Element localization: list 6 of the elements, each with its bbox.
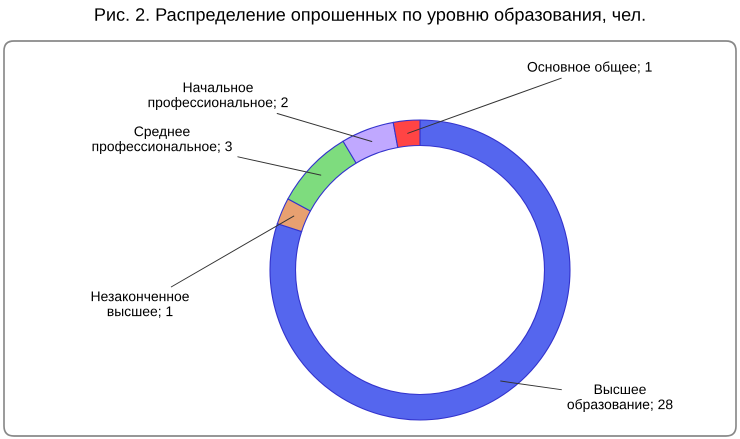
slice-label: Незаконченное высшее; 1 [92,292,189,318]
chart-title: Рис. 2. Распределение опрошенных по уровню образования, чел. [95,8,644,24]
slice-label: Высшее образование; 28 [568,384,672,412]
slice-label: Начальное профессиональное; 2 [148,82,288,110]
slice-label: Среднее профессиональное; 3 [92,126,232,154]
slice-label: Основное общее; 1 [528,61,652,74]
